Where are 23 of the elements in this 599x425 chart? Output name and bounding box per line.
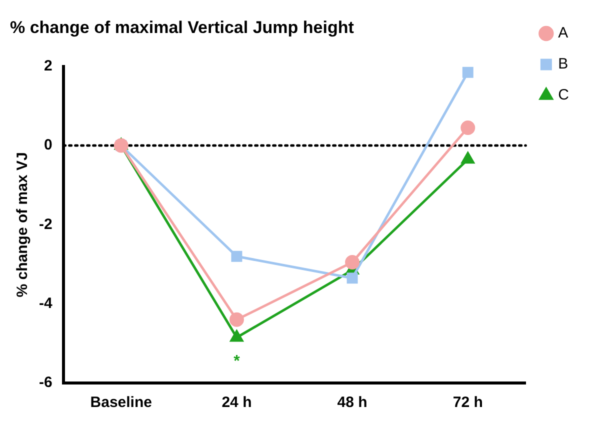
point: [345, 255, 360, 270]
x-tick-label: 24 h: [222, 394, 252, 412]
x-tick-label: Baseline: [90, 394, 152, 412]
legend-label: B: [558, 56, 568, 73]
y-tick-label: -6: [38, 374, 52, 392]
legend-label: C: [558, 86, 570, 104]
point: [231, 250, 242, 262]
x-tick-label: 72 h: [452, 394, 483, 412]
y-tick-label: -4: [38, 294, 53, 312]
point: [229, 312, 244, 327]
x-tick-label: 48 h: [337, 394, 368, 412]
annotation: *: [234, 352, 241, 370]
y-tick-label: 0: [44, 136, 52, 154]
point: [230, 330, 244, 342]
point: [346, 272, 358, 284]
point: [462, 66, 474, 78]
legend-label: A: [558, 24, 568, 42]
y-tick-label: -2: [38, 216, 52, 233]
point: [460, 120, 476, 135]
y-axis-title: % change of max VJ: [14, 152, 32, 298]
y-tick-label: 2: [44, 58, 52, 75]
point: [461, 152, 474, 164]
chart-title: % change of maximal Vertical Jump height: [10, 18, 354, 37]
